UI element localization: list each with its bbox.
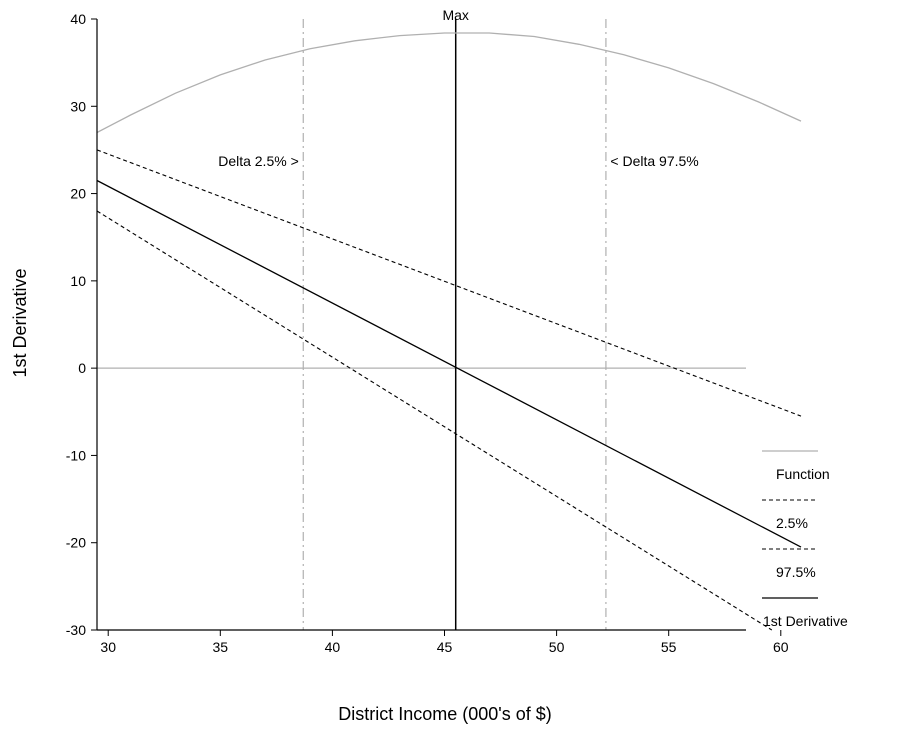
axes <box>96 19 746 631</box>
x-tick-label: 50 <box>549 639 565 655</box>
legend-label: Function <box>776 466 830 482</box>
y-tick-label: 10 <box>70 273 86 289</box>
annotation-label: < Delta 97.5% <box>610 153 698 169</box>
x-tick-label: 30 <box>100 639 116 655</box>
legend-label: 97.5% <box>776 564 816 580</box>
annotation-label: Delta 2.5% > <box>218 153 299 169</box>
y-tick-label: 20 <box>70 186 86 202</box>
x-axis-title: District Income (000's of $) <box>338 704 552 724</box>
y-axis-ticks: -30 -20 -10 0 10 20 30 40 <box>66 11 97 638</box>
annotations: Max Delta 2.5% > < Delta 97.5% <box>218 7 699 169</box>
x-tick-label: 55 <box>661 639 677 655</box>
x-tick-label: 45 <box>437 639 453 655</box>
legend: Function 2.5% 97.5% 1st Derivative <box>762 450 848 629</box>
x-axis-ticks: 30 35 40 45 50 55 60 <box>100 630 789 655</box>
plot-area <box>96 19 802 631</box>
x-tick-label: 60 <box>773 639 789 655</box>
x-tick-label: 40 <box>325 639 341 655</box>
y-tick-label: -20 <box>66 535 86 551</box>
series-line <box>96 179 802 548</box>
series-line <box>96 210 773 631</box>
y-tick-label: 30 <box>70 98 86 114</box>
y-tick-label: -10 <box>66 447 86 463</box>
x-tick-label: 35 <box>213 639 229 655</box>
legend-label: 1st Derivative <box>763 613 848 629</box>
annotation-label: Max <box>442 7 468 23</box>
series-line <box>96 32 802 134</box>
series-line <box>96 149 802 417</box>
y-tick-label: 0 <box>78 360 86 376</box>
y-axis-title: 1st Derivative <box>10 268 30 377</box>
y-tick-label: 40 <box>70 11 86 27</box>
legend-label: 2.5% <box>776 515 808 531</box>
y-tick-label: -30 <box>66 622 86 638</box>
